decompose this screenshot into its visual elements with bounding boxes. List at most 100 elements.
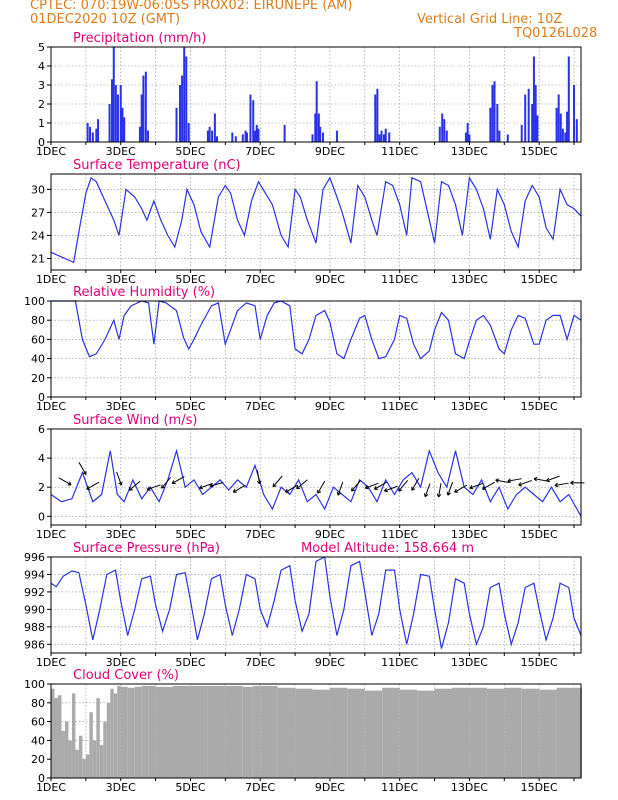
x-tick-label: 3DEC <box>106 273 136 286</box>
y-tick-label: 3 <box>38 79 45 92</box>
wind-arrow <box>507 478 522 483</box>
precip-bar <box>378 134 381 142</box>
wind-arrow <box>495 478 510 484</box>
precip-bar <box>211 130 214 142</box>
x-tick-label: 5DEC <box>175 656 205 669</box>
precip-bar <box>179 85 182 142</box>
precip-bar <box>86 123 89 142</box>
cloud-bar <box>417 690 435 778</box>
cloud-bar <box>85 754 90 778</box>
precip-bar <box>114 85 117 142</box>
y-tick-label: 24 <box>31 229 45 242</box>
wind-arrow <box>423 483 431 498</box>
x-tick-label: 5DEC <box>175 781 205 794</box>
wind-arrow <box>58 477 72 486</box>
precip-bar <box>311 134 314 142</box>
precip-bar <box>187 123 190 142</box>
precip-bar <box>573 85 576 142</box>
cloud-bar <box>117 685 121 778</box>
y-tick-label: 20 <box>31 753 45 766</box>
precip-bar <box>491 85 494 142</box>
y-tick-label: 80 <box>31 314 45 327</box>
y-tick-label: 100 <box>24 678 45 691</box>
cloud-bar <box>364 690 383 778</box>
precip-bar <box>534 85 537 142</box>
panel-title: Surface Wind (m/s) <box>73 413 197 428</box>
precip-bar <box>314 113 317 142</box>
x-tick-label: 9DEC <box>315 273 345 286</box>
precip-bar <box>466 123 469 142</box>
panel-3: 0 2 4 6 1DEC 3DEC 5DEC 7DEC 9DEC 11DEC 13DEC 15DEC S… <box>36 413 585 541</box>
panel-5: 0 20 40 60 80 100 1DEC 3DEC 5DEC 7DEC 9DEC 11DEC 13D… <box>24 668 582 794</box>
cloud-bar <box>155 686 174 778</box>
y-tick-label: 4 <box>38 452 45 465</box>
precip-bar <box>382 134 385 142</box>
wind-arrow <box>518 479 532 487</box>
header-grid-note: Vertical Grid Line: 10Z <box>417 12 563 27</box>
series-line <box>50 448 582 517</box>
precip-bar <box>468 134 471 142</box>
x-tick-label: 13DEC <box>451 781 488 794</box>
x-tick-label: 11DEC <box>381 400 418 413</box>
cloud-bar <box>347 688 365 778</box>
precip-bar <box>384 128 387 142</box>
cloud-bar <box>173 685 191 778</box>
cloud-bar <box>54 698 58 778</box>
precip-bar <box>559 113 562 142</box>
wind-arrow <box>78 461 87 475</box>
precip-bar <box>496 104 499 142</box>
panel-frame <box>50 556 582 654</box>
precip-bar <box>231 132 234 142</box>
cloud-bar <box>190 685 208 778</box>
wind-arrow <box>116 471 123 486</box>
y-tick-label: 100 <box>24 295 45 308</box>
precip-bar <box>89 126 92 142</box>
wind-arrow <box>436 483 442 498</box>
precip-bar <box>241 134 244 142</box>
wind-arrow <box>446 481 454 496</box>
cloud-bar <box>92 740 97 778</box>
x-tick-label: 15DEC <box>521 400 558 413</box>
x-tick-label: 11DEC <box>381 781 418 794</box>
precip-bar <box>532 56 535 142</box>
y-tick-label: 6 <box>38 423 45 436</box>
x-tick-label: 11DEC <box>381 656 418 669</box>
x-tick-label: 1DEC <box>36 528 66 541</box>
cloud-bar <box>277 687 296 778</box>
precip-bar <box>388 132 391 142</box>
panel-1: 21 24 27 30 1DEC 3DEC 5DEC 7DEC 9DEC 11DEC 13DEC 15… <box>31 158 582 286</box>
panel-2: 0 20 40 60 80 100 1DEC 3DEC 5DEC 7DEC 9DEC 11DEC 13D… <box>24 285 582 413</box>
cloud-bar <box>64 721 69 778</box>
precip-bar <box>249 94 252 142</box>
panel-title: Surface Temperature (nC) <box>73 158 241 173</box>
panel-frame <box>50 173 582 271</box>
wind-arrow <box>272 475 283 488</box>
x-tick-label: 11DEC <box>381 273 418 286</box>
cloud-bar <box>68 740 72 778</box>
precip-bar <box>95 128 98 142</box>
precip-bar <box>175 107 178 142</box>
cloud-bar <box>329 687 348 778</box>
cloud-bar <box>51 688 55 778</box>
wind-arrow <box>256 470 262 485</box>
wind-arrow <box>482 481 495 490</box>
wind-arrow <box>383 485 398 493</box>
precip-bar <box>520 124 523 142</box>
y-tick-label: 20 <box>31 372 45 385</box>
wind-arrow <box>398 480 409 492</box>
y-tick-label: 80 <box>31 697 45 710</box>
y-tick-label: 2 <box>38 98 45 111</box>
y-tick-label: 990 <box>24 603 45 616</box>
cloud-bar <box>207 685 226 778</box>
y-tick-label: 0 <box>38 136 45 149</box>
precip-bar <box>119 85 122 142</box>
cloud-bar <box>260 685 278 778</box>
y-tick-label: 4 <box>38 60 45 73</box>
cloud-bar <box>106 702 111 778</box>
cloud-bar <box>75 749 79 778</box>
x-tick-label: 7DEC <box>245 145 275 158</box>
precip-bar <box>111 79 114 142</box>
precip-bar <box>206 130 209 142</box>
precip-bar <box>441 113 444 142</box>
